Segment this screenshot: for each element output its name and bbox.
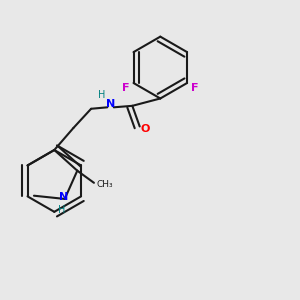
Text: F: F [191,83,199,93]
Text: H: H [58,205,65,215]
Text: O: O [140,124,150,134]
Text: F: F [122,83,129,93]
Text: CH₃: CH₃ [97,180,113,189]
Text: H: H [98,90,105,100]
Text: N: N [58,193,68,202]
Text: N: N [106,99,115,109]
